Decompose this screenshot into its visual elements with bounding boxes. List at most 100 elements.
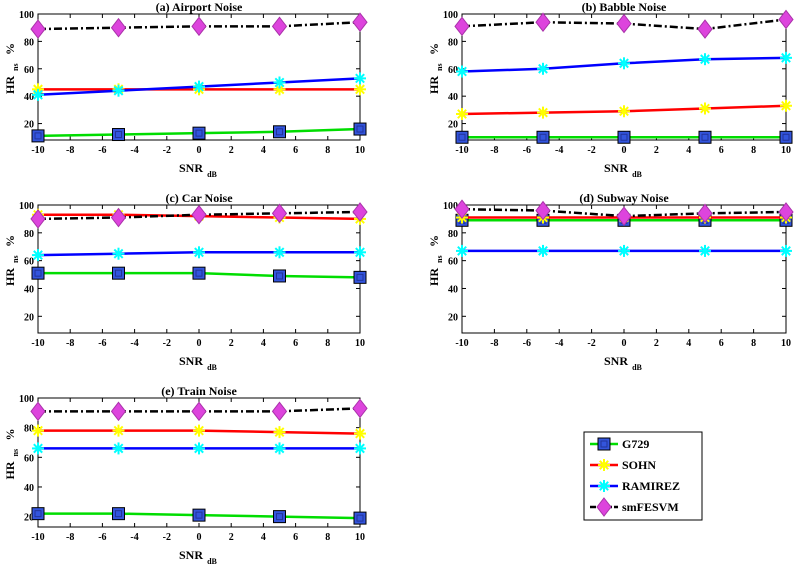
data-point-ramirez [112, 84, 125, 97]
series-ramirez [456, 51, 792, 78]
data-point-g729-inner [195, 269, 203, 277]
data-point-smfesvm [191, 204, 207, 225]
data-point-ramirez [193, 246, 205, 259]
x-tick-label: 0 [197, 338, 202, 349]
data-point-ramirez-d2 [194, 247, 204, 258]
data-point-smfesvm [535, 200, 551, 221]
legend-label: SOHN [622, 458, 656, 472]
data-point-ramirez-d2 [619, 246, 629, 256]
x-tick-label: -4 [130, 145, 138, 156]
data-point-sohn [112, 424, 125, 437]
data-point-ramirez [354, 246, 366, 259]
x-tick-label: 6 [293, 532, 298, 543]
chart-title: (e) Train Noise [161, 384, 237, 398]
y-tick-label: 80 [448, 229, 458, 240]
data-point-ramirez [32, 88, 44, 101]
legend-marker-d2 [599, 460, 609, 470]
data-point-smfesvm [110, 17, 127, 38]
data-point-sohn-d2 [194, 425, 204, 436]
data-point-ramirez-d2 [355, 443, 365, 454]
y-tick-label: 60 [448, 257, 458, 268]
data-point-ramirez-d2 [457, 246, 467, 256]
x-tick-label: -4 [555, 338, 563, 349]
data-point-g729-inner [276, 128, 283, 136]
data-point-sohn [354, 83, 366, 96]
chart-panel-3: (c) Car Noise -10 -8 -6 -4 -2 0 2 4 6 8 10 20 40 60 80 1… [3, 191, 368, 372]
x-tick-label: 10 [355, 145, 365, 156]
panels: (a) Airport Noise-10 -8 -6 -4 -2 0 2 4 6 8 1020406… [3, 0, 794, 566]
data-point-smfesvm [778, 202, 794, 222]
x-tick-label: 2 [229, 145, 234, 156]
data-point-ramirez [780, 244, 792, 257]
data-point-ramirez-d2 [33, 250, 43, 260]
data-point-smfesvm [271, 16, 288, 37]
chart-title: (a) Airport Noise [156, 0, 243, 14]
x-axis-label-sub: dB [207, 170, 217, 179]
y-tick-label: 80 [24, 37, 34, 48]
series-ramirez [32, 246, 366, 262]
data-point-g729-inner [34, 132, 42, 140]
x-axis-label-sub: dB [207, 363, 217, 372]
data-point-ramirez-d2 [457, 66, 467, 77]
y-axis-label: HR ns% [3, 235, 20, 286]
chart-title: (b) Babble Noise [582, 0, 667, 14]
x-tick-label: 8 [325, 145, 330, 156]
data-point-ramirez-d2 [355, 247, 365, 258]
x-axis-label: SNR [604, 161, 628, 175]
series-smfesvm [30, 202, 368, 229]
series-ramirez [456, 244, 792, 257]
data-point-ramirez-d2 [33, 89, 43, 100]
x-tick-label: 4 [261, 532, 266, 543]
y-tick-label: 100 [19, 394, 34, 405]
legend-marker-inner [600, 440, 608, 448]
x-tick-label: 8 [751, 338, 756, 349]
x-tick-label: 4 [686, 338, 691, 349]
y-axis-label-sub: ns [435, 255, 444, 263]
y-axis-label: HR ns% [427, 43, 444, 94]
data-point-sohn [537, 106, 549, 119]
y-tick-label: 100 [19, 10, 34, 21]
series-smfesvm [30, 12, 368, 39]
data-point-smfesvm [191, 401, 207, 422]
legend-label: RAMIREZ [622, 479, 680, 493]
data-point-ramirez-d2 [619, 58, 629, 69]
data-point-g729-inner [356, 273, 364, 281]
x-tick-label: -4 [130, 532, 138, 543]
series-smfesvm [454, 199, 794, 226]
x-tick-label: -8 [66, 338, 74, 349]
data-point-ramirez [618, 57, 630, 70]
x-tick-label: 0 [622, 145, 627, 156]
x-tick-label: 8 [751, 145, 756, 156]
data-point-ramirez-d2 [274, 77, 285, 88]
data-point-ramirez-d2 [33, 443, 43, 454]
y-axis-label-main: HR [3, 268, 17, 286]
y-axis-label-main: HR [3, 461, 17, 479]
x-axis-label-sub: dB [632, 363, 642, 372]
y-tick-label: 40 [24, 483, 34, 494]
y-tick-label: 80 [24, 424, 34, 435]
y-axis-label-main: HR [3, 76, 17, 94]
data-point-sohn [354, 427, 366, 440]
y-tick-label: 100 [19, 201, 34, 212]
data-point-ramirez [537, 62, 549, 75]
data-point-ramirez-d2 [781, 246, 791, 256]
chart-title: (c) Car Noise [165, 191, 233, 205]
series-g729 [31, 122, 367, 143]
x-tick-label: -8 [66, 532, 74, 543]
data-point-g729-inner [115, 131, 122, 139]
y-axis-label-unit: % [427, 235, 441, 247]
y-tick-label: 60 [448, 65, 458, 76]
x-tick-label: -6 [98, 532, 106, 543]
x-tick-label: -8 [490, 145, 498, 156]
data-point-smfesvm [30, 401, 46, 422]
data-point-ramirez [273, 76, 286, 89]
x-tick-label: 0 [622, 338, 627, 349]
x-axis-label: SNR [179, 161, 203, 175]
data-point-ramirez [618, 244, 630, 257]
x-tick-label: -4 [555, 145, 563, 156]
data-point-ramirez-d2 [194, 443, 204, 454]
x-tick-label: 0 [197, 145, 202, 156]
y-axis-label-unit: % [3, 43, 17, 55]
data-point-sohn [699, 102, 711, 115]
data-point-smfesvm [352, 398, 368, 419]
